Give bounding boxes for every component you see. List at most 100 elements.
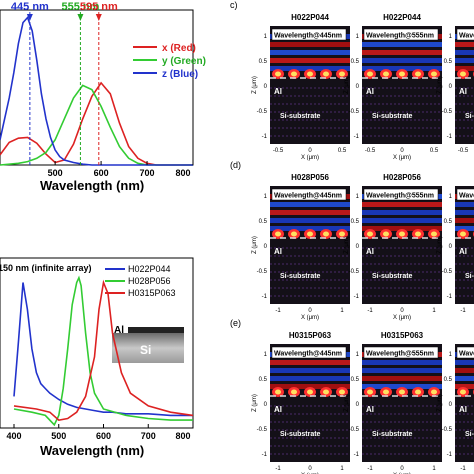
x-tick-label: -1 [275, 466, 281, 472]
al-label: Al [274, 87, 282, 96]
wavelength-label: Wavelength@ [459, 193, 474, 200]
substrate-label: Si-substrate [372, 431, 413, 438]
field-hotspot-core [307, 389, 313, 395]
z-tick-label: 0 [356, 402, 360, 408]
z-tick-label: -0.5 [257, 427, 268, 433]
field-band [362, 42, 442, 47]
x-axis-label: X (μm) [393, 155, 411, 161]
al-label: Al [274, 247, 282, 256]
field-band [362, 210, 442, 215]
response-annotation: 150 nm (infinite array) [0, 263, 92, 273]
panel-letter: (e) [230, 318, 241, 328]
sim-panel-c: c) H022P044 Wavelength@445nm Al Si-substrate… [230, 0, 474, 161]
marker-arrow-445-nm [26, 14, 33, 21]
wavelength-label: Wavelength@555nm [366, 193, 434, 200]
field-hotspot-core [367, 71, 373, 77]
z-tick-label: -1 [354, 452, 360, 458]
x-tick-label: -1 [275, 308, 281, 314]
field-hotspot-core [323, 71, 329, 77]
field-band [270, 384, 350, 389]
z-tick-label: 1 [449, 34, 453, 40]
z-tick-label: -1 [262, 134, 268, 140]
field-hotspot-core [431, 71, 437, 77]
field-band [362, 360, 442, 365]
field-hotspot-core [399, 389, 405, 395]
z-tick-label: 0 [449, 402, 453, 408]
z-tick-label: 0 [264, 84, 268, 90]
x-axis-label: X (μm) [301, 315, 319, 321]
z-axis-label: Z (μm) [437, 394, 443, 412]
structure-inset: Al Si [112, 325, 184, 363]
z-tick-label: 0.5 [444, 219, 453, 225]
x-tick-label: 1 [340, 308, 344, 314]
field-band [455, 42, 474, 47]
legend-label-z: z (Blue) [162, 69, 198, 80]
z-tick-label: 1 [264, 194, 268, 200]
z-tick-label: 0.5 [351, 59, 360, 65]
z-tick-label: -1 [447, 452, 453, 458]
z-tick-label: 0 [264, 244, 268, 250]
field-band [362, 202, 442, 207]
x-tick-label: 1 [432, 308, 436, 314]
field-band [270, 66, 350, 71]
x-tick-label: 800 [175, 168, 190, 178]
cmf-plot-frame [0, 9, 194, 166]
z-axis-label: Z (μm) [252, 394, 258, 412]
field-hotspot-core [291, 71, 297, 77]
field-band [270, 42, 350, 47]
response-chart: 150 nm (infinite array) H022P044 H028P05… [0, 257, 194, 458]
substrate-label: Si-substrate [280, 113, 321, 120]
z-tick-label: -0.5 [349, 269, 360, 275]
marker-label-595-nm: 595 nm [80, 1, 118, 13]
field-band [270, 360, 350, 365]
x-tick-label: -0.5 [273, 148, 284, 154]
z-tick-label: 0.5 [259, 377, 268, 383]
x-tick-label: 700 [141, 431, 156, 441]
field-hotspot-core [383, 71, 389, 77]
z-tick-label: -0.5 [349, 427, 360, 433]
legend-label-h0315: H0315P063 [128, 288, 176, 298]
z-tick-label: 1 [264, 34, 268, 40]
al-label: Al [459, 87, 467, 96]
field-hotspot-core [275, 389, 281, 395]
field-band [455, 50, 474, 55]
sim-title: H022P044 [383, 13, 421, 22]
field-band [362, 58, 442, 63]
wavelength-label: Wavelength@555nm [366, 351, 434, 358]
field-band [270, 218, 350, 223]
substrate-label: Si-substrate [372, 113, 413, 120]
z-tick-label: 0 [356, 84, 360, 90]
marker-arrow-595-nm [95, 14, 102, 21]
simulation-panels: c) H022P044 Wavelength@445nm Al Si-substrate… [230, 0, 474, 474]
sim-title: H0315P063 [289, 331, 332, 340]
field-hotspot-core [367, 231, 373, 237]
z-tick-label: -1 [262, 452, 268, 458]
inset-al-layer [128, 327, 184, 333]
field-band [455, 226, 474, 231]
z-tick-label: 1 [264, 352, 268, 358]
field-hotspot-core [415, 71, 421, 77]
field-band [455, 218, 474, 223]
x-tick-label: 500 [51, 431, 66, 441]
z-axis-label: Z (μm) [344, 76, 350, 94]
field-band [455, 376, 474, 381]
field-band [455, 202, 474, 207]
al-label: Al [366, 247, 374, 256]
field-hotspot-core [383, 389, 389, 395]
field-band [455, 384, 474, 389]
z-tick-label: 1 [356, 352, 360, 358]
field-band [362, 50, 442, 55]
z-tick-label: 1 [356, 34, 360, 40]
field-band [270, 210, 350, 215]
z-tick-label: -0.5 [442, 269, 453, 275]
wavelength-label: Wavelength@ [459, 351, 474, 358]
field-band [270, 58, 350, 63]
x-axis-label: X (μm) [301, 155, 319, 161]
sim-title: H028P056 [291, 173, 329, 182]
wavelength-box [271, 188, 347, 201]
legend-label-y: y (Green) [162, 56, 206, 67]
field-hotspot-core [383, 231, 389, 237]
inset-si-label: Si [140, 343, 151, 357]
z-tick-label: 0.5 [351, 377, 360, 383]
field-band [270, 368, 350, 373]
